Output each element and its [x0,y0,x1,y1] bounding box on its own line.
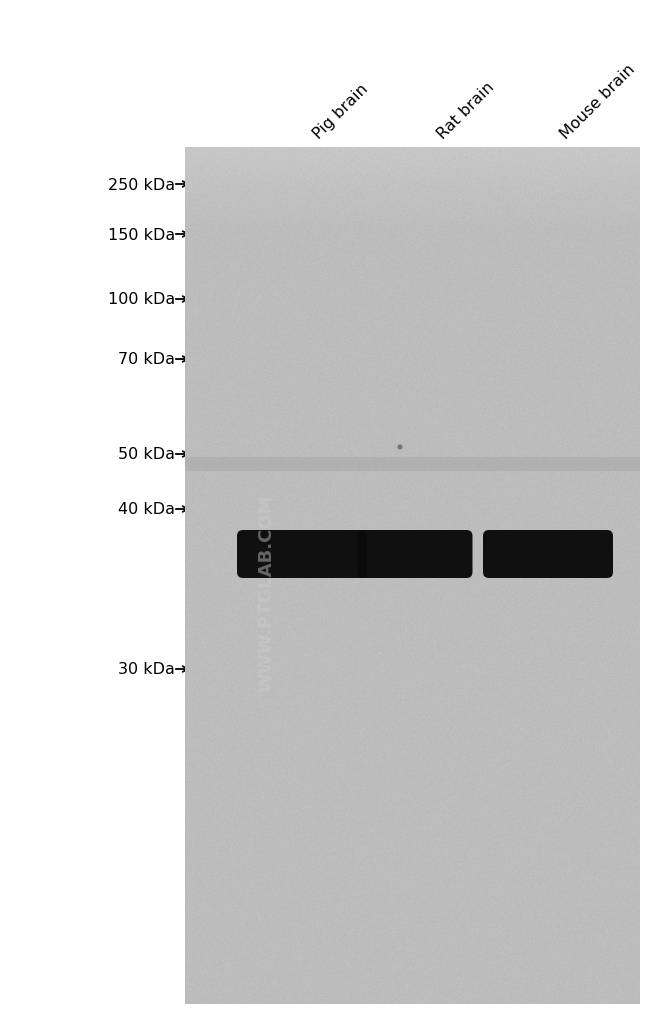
Text: 40 kDa: 40 kDa [118,502,175,517]
FancyBboxPatch shape [237,531,367,579]
Ellipse shape [398,445,402,450]
Text: 50 kDa: 50 kDa [118,447,175,462]
Text: Rat brain: Rat brain [435,79,498,142]
Text: 30 kDa: 30 kDa [118,662,175,677]
Text: 100 kDa: 100 kDa [108,292,175,307]
Text: 150 kDa: 150 kDa [108,227,175,243]
Text: 250 kDa: 250 kDa [108,177,175,193]
FancyBboxPatch shape [358,531,473,579]
FancyBboxPatch shape [183,458,642,472]
Text: 70 kDa: 70 kDa [118,353,175,367]
Text: Pig brain: Pig brain [310,82,370,142]
FancyBboxPatch shape [483,531,613,579]
Text: WWW.PTGLAB.COM: WWW.PTGLAB.COM [258,494,276,692]
Text: Mouse brain: Mouse brain [558,61,638,142]
